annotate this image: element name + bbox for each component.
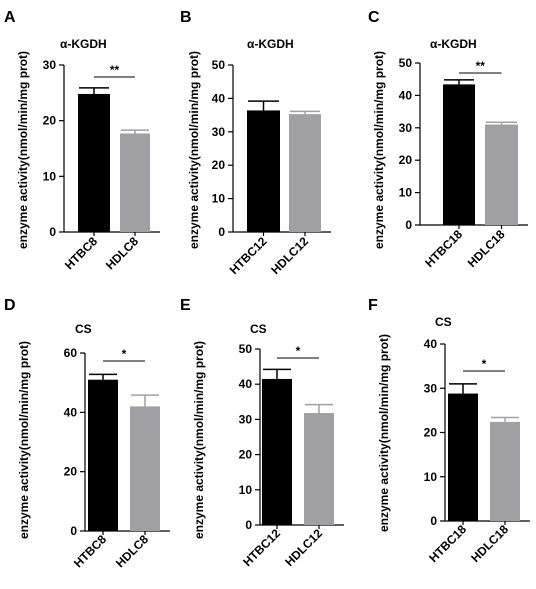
y-tick-label: 40 [239, 377, 253, 391]
y-tick-label: 30 [239, 412, 253, 426]
panel-letter: A [4, 9, 16, 26]
y-tick-label: 0 [405, 218, 412, 232]
category-label: HDLC8 [113, 532, 151, 570]
y-tick-label: 40 [64, 405, 78, 419]
chart-title: CS [250, 322, 267, 336]
y-tick-label: 0 [218, 225, 225, 239]
y-tick-label: 0 [430, 514, 437, 528]
y-tick-label: 0 [245, 518, 252, 532]
bar-HTBC18 [448, 393, 478, 521]
y-tick-label: 40 [424, 337, 438, 351]
y-tick-label: 40 [212, 91, 226, 105]
significance-label: ** [476, 59, 486, 73]
category-label: HTBC18 [426, 522, 469, 565]
panel-letter: C [368, 9, 380, 26]
panel-C: Cα-KGDH 0 10 20 30 40 50 enzyme activity(nmol/m… [368, 9, 528, 270]
y-tick-label: 20 [64, 465, 78, 479]
category-label: HTBC12 [227, 234, 270, 277]
chart-title: α-KGDH [430, 37, 477, 51]
bar-HDLC18 [485, 124, 518, 225]
bar-HTBC8 [88, 379, 118, 531]
y-tick-label: 30 [424, 381, 438, 395]
panel-letter: B [180, 9, 192, 26]
panel-letter: D [4, 297, 16, 314]
significance-label: ** [110, 63, 120, 77]
category-label: HTBC18 [422, 227, 465, 270]
chart-title: CS [75, 322, 92, 336]
y-axis-label: enzyme activity(nmol/min/mg prot) [187, 51, 201, 249]
panel-E: E CS 0 10 20 30 40 50 enzyme activity(nmol/min/m… [180, 297, 344, 569]
bar-HDLC12 [289, 114, 321, 232]
y-tick-label: 30 [43, 58, 57, 72]
bar-HDLC18 [490, 421, 520, 521]
y-tick-label: 10 [43, 169, 57, 183]
y-axis-label: enzyme activity(nmol/min/mg prot) [192, 341, 206, 539]
y-axis-label: enzyme activity(nmol/min/mg prot) [377, 334, 391, 532]
chart-title: α-KGDH [60, 37, 107, 51]
panel-letter: F [368, 297, 378, 314]
category-label: HDLC12 [268, 234, 311, 277]
y-tick-label: 20 [212, 158, 226, 172]
panel-letter: E [180, 297, 191, 314]
panel-D: D CS 0 20 40 60 enzyme activity(nmol/min/mg pr… [4, 297, 170, 570]
panel-A: Aα-KGDH 0 10 20 30 enzyme activity(nmol/min/m… [4, 9, 160, 272]
y-tick-label: 50 [212, 58, 226, 72]
y-tick-label: 20 [43, 114, 57, 128]
y-tick-label: 10 [212, 192, 226, 206]
y-tick-label: 0 [49, 225, 56, 239]
bar-HDLC12 [304, 413, 334, 525]
bar-HDLC8 [130, 406, 160, 531]
y-tick-label: 10 [399, 186, 413, 200]
y-tick-label: 60 [64, 346, 78, 360]
y-tick-label: 20 [399, 153, 413, 167]
category-label: HDLC12 [282, 526, 325, 569]
significance-label: * [482, 357, 487, 371]
y-tick-label: 30 [212, 125, 226, 139]
bar-HTBC12 [262, 378, 292, 525]
y-tick-label: 40 [399, 88, 413, 102]
bar-HDLC8 [120, 133, 150, 232]
y-axis-label: enzyme activity(nmol/min/mg prot) [16, 51, 30, 249]
category-label: HDLC18 [465, 227, 508, 270]
y-tick-label: 20 [239, 448, 253, 462]
category-label: HTBC8 [62, 234, 100, 272]
y-tick-label: 20 [424, 426, 438, 440]
y-tick-label: 50 [399, 56, 413, 70]
y-tick-label: 50 [239, 342, 253, 356]
y-axis-label: enzyme activity(nmol/min/mg prot) [372, 51, 386, 249]
category-label: HDLC8 [103, 234, 141, 272]
y-axis-label: enzyme activity(nmol/min/mg prot) [17, 341, 31, 539]
y-tick-label: 10 [239, 483, 253, 497]
panel-F: F CS 0 10 20 30 40 enzyme activity(nmol/min/mg … [368, 297, 530, 565]
chart-title: α-KGDH [247, 37, 294, 51]
category-label: HTBC12 [240, 526, 283, 569]
panel-B: Bα-KGDH 0 10 20 30 40 50 enzyme activity(nmol/m… [180, 9, 331, 277]
bar-HTBC18 [443, 84, 475, 225]
y-tick-label: 30 [399, 121, 413, 135]
significance-label: * [296, 344, 301, 358]
y-tick-label: 10 [424, 470, 438, 484]
y-tick-label: 0 [70, 524, 77, 538]
chart-title: CS [435, 315, 452, 329]
bar-HTBC12 [247, 110, 280, 232]
category-label: HDLC18 [468, 522, 511, 565]
bar-HTBC8 [78, 93, 110, 233]
significance-label: * [122, 347, 127, 361]
